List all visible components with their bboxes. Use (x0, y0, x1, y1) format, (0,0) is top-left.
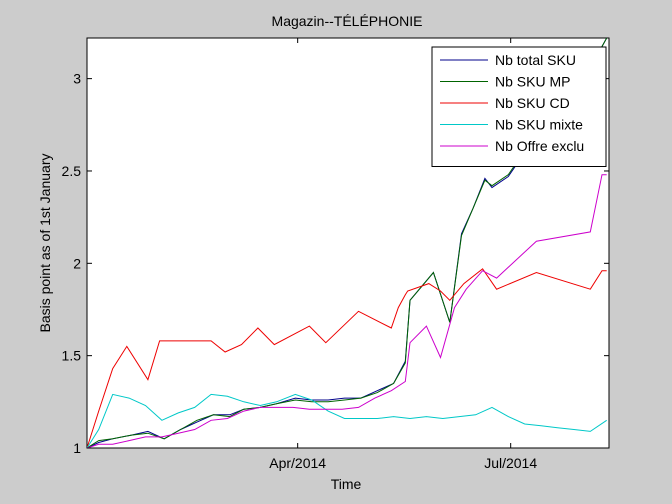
series-line-4 (87, 393, 607, 448)
x-axis-label: Time (331, 476, 362, 492)
y-tick-label: 1 (73, 440, 81, 456)
y-tick-label: 1.5 (62, 348, 82, 364)
legend-label: Nb SKU CD (495, 95, 570, 111)
chart-title: Magazin--TÉLÉPHONIE (272, 13, 423, 29)
axes-layer: 1 1.5 2 2.5 3 Apr/2014 Jul/2014 (62, 38, 609, 471)
y-tick-label: 3 (73, 71, 81, 87)
legend-label: Nb SKU MP (495, 74, 570, 90)
legend-label: Nb SKU mixte (495, 117, 583, 133)
y-tick-label: 2 (73, 255, 81, 271)
y-axis-label: Basis point as of 1st January (37, 154, 53, 333)
x-tick-label: Jul/2014 (484, 455, 537, 471)
series-line-5 (87, 174, 607, 448)
y-tick-label: 2.5 (62, 163, 82, 179)
legend-box (431, 46, 607, 167)
legend-label: Nb total SKU (495, 52, 576, 68)
legend: Nb total SKU Nb SKU MP Nb SKU CD Nb SKU mix… (431, 46, 607, 167)
x-tick-label: Apr/2014 (269, 455, 326, 471)
legend-label: Nb Offre exclu (495, 138, 584, 154)
series-line-3 (87, 268, 607, 448)
